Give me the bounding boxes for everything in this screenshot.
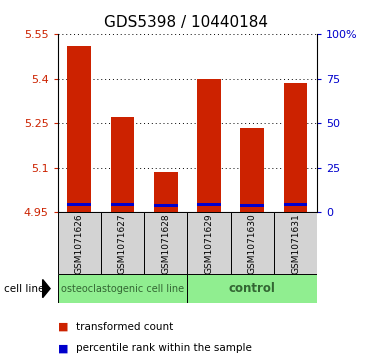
Bar [111, 203, 134, 207]
Text: GSM1071631: GSM1071631 [291, 213, 300, 274]
Bar [154, 172, 178, 212]
Bar [197, 79, 221, 212]
Text: control: control [229, 282, 276, 295]
Text: osteoclastogenic cell line: osteoclastogenic cell line [61, 284, 184, 294]
Text: ■: ■ [58, 322, 68, 332]
Text: GSM1071629: GSM1071629 [204, 213, 213, 274]
FancyBboxPatch shape [274, 212, 317, 274]
Text: GDS5398 / 10440184: GDS5398 / 10440184 [104, 15, 267, 29]
FancyBboxPatch shape [58, 274, 187, 303]
Text: ■: ■ [58, 343, 68, 354]
Text: cell line: cell line [4, 284, 44, 294]
Bar [284, 83, 308, 212]
Text: percentile rank within the sample: percentile rank within the sample [76, 343, 252, 354]
FancyBboxPatch shape [187, 212, 231, 274]
Bar [240, 204, 264, 207]
Bar [240, 128, 264, 212]
Text: transformed count: transformed count [76, 322, 173, 332]
Bar [111, 118, 134, 212]
Text: GSM1071626: GSM1071626 [75, 213, 83, 274]
FancyBboxPatch shape [58, 212, 101, 274]
FancyBboxPatch shape [101, 212, 144, 274]
Bar [284, 203, 308, 207]
FancyBboxPatch shape [187, 274, 317, 303]
Text: GSM1071630: GSM1071630 [248, 213, 257, 274]
Text: GSM1071628: GSM1071628 [161, 213, 170, 274]
Text: GSM1071627: GSM1071627 [118, 213, 127, 274]
Bar [154, 204, 178, 207]
Bar [67, 203, 91, 206]
Bar [67, 46, 91, 212]
Bar [197, 203, 221, 206]
FancyBboxPatch shape [231, 212, 274, 274]
Polygon shape [43, 280, 50, 298]
FancyBboxPatch shape [144, 212, 187, 274]
